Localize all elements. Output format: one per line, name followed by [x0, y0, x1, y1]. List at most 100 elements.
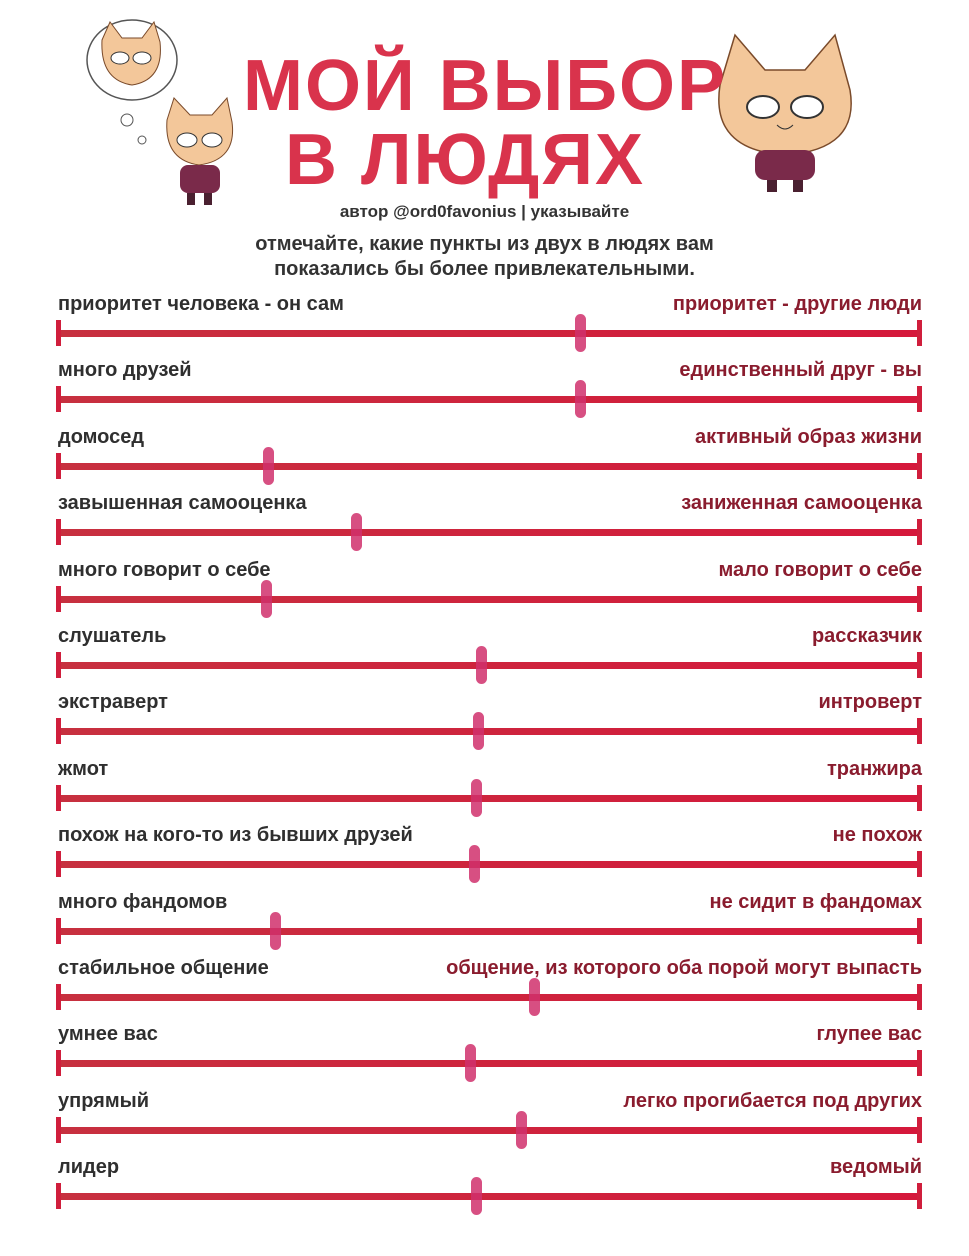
scale-right-end	[917, 652, 922, 678]
left-label: слушатель	[58, 625, 167, 647]
thinking-cat-girl-illustration	[86, 19, 234, 205]
scale-right-end	[917, 1116, 922, 1143]
scale-right-end	[917, 519, 922, 546]
scale-left-end	[56, 386, 61, 413]
left-label: лидер	[58, 1156, 120, 1179]
scale-marker[interactable]	[270, 911, 282, 950]
scale-line[interactable]	[58, 861, 920, 869]
scale-marker[interactable]	[528, 978, 540, 1016]
scale-right-end	[917, 386, 922, 413]
right-label: общение, из которого оба порой могут вып…	[446, 957, 922, 979]
right-label: не сидит в фандомах	[709, 890, 923, 913]
scale-left-end	[56, 917, 61, 944]
scale-marker[interactable]	[575, 380, 587, 419]
scale-row: жмот транжира	[56, 757, 922, 817]
scale-left-end	[56, 851, 61, 878]
scale-left-end	[56, 320, 61, 346]
scale-right-end	[917, 784, 922, 811]
scale-left-end	[56, 519, 61, 546]
scale-left-end	[56, 652, 61, 678]
instructions: отмечайте, какие пункты из двух в людях …	[0, 232, 969, 282]
left-label: экстраверт	[58, 691, 168, 714]
left-label: домосед	[58, 425, 145, 448]
scale-marker[interactable]	[263, 446, 275, 485]
right-label: не похож	[832, 824, 922, 847]
right-label: активный образ жизни	[695, 425, 922, 448]
right-label: глупее вас	[816, 1023, 922, 1046]
scale-left-end	[56, 784, 61, 811]
scale-line[interactable]	[58, 595, 920, 603]
scale-line[interactable]	[58, 994, 920, 1001]
scale-right-end	[917, 452, 922, 479]
right-label: рассказчик	[811, 625, 922, 647]
left-label: много фандомов	[58, 890, 228, 913]
left-label: завышенная самооценка	[58, 492, 307, 515]
scale-right-end	[917, 1050, 922, 1077]
scale-right-end	[917, 1183, 922, 1210]
scale-line[interactable]	[58, 927, 920, 935]
left-label: похож на кого-то из бывших друзей	[58, 824, 413, 847]
scale-line[interactable]	[58, 794, 920, 802]
scale-marker[interactable]	[515, 1110, 527, 1149]
scale-row: слушатель рассказчик	[56, 624, 922, 684]
scale-row: много говорит о себе мало говорит о себе	[56, 558, 922, 618]
right-label: единственный друг - вы	[679, 359, 922, 382]
scale-row: упрямый легко прогибается под других	[56, 1089, 922, 1149]
scale-line[interactable]	[58, 1193, 920, 1201]
scale-row: умнее вас глупее вас	[56, 1022, 922, 1083]
right-label: легко прогибается под других	[623, 1089, 922, 1112]
scale-left-end	[56, 984, 61, 1010]
right-label: мало говорит о себе	[718, 558, 923, 581]
scale-right-end	[917, 718, 922, 745]
scale-line[interactable]	[58, 462, 920, 470]
scale-right-end	[917, 320, 922, 346]
scale-marker[interactable]	[575, 314, 587, 352]
cat-girl-illustration	[718, 33, 852, 192]
instructions-line-1: отмечайте, какие пункты из двух в людях …	[255, 233, 714, 255]
right-label: заниженная самооценка	[681, 492, 922, 515]
scale-row: завышенная самооценка заниженная самооцен…	[56, 491, 922, 552]
left-label: много говорит о себе	[58, 558, 271, 581]
scale-marker[interactable]	[472, 712, 484, 751]
scale-marker[interactable]	[471, 1177, 483, 1216]
title-line-2: В ЛЮДЯХ	[284, 120, 646, 200]
left-label: стабильное общение	[58, 957, 269, 979]
scale-left-end	[56, 585, 61, 612]
author-credit: автор @ord0favonius | указывайте	[339, 202, 630, 221]
right-label: ведомый	[830, 1156, 922, 1179]
left-label: приоритет человека - он сам	[58, 293, 344, 315]
scale-left-end	[56, 718, 61, 745]
scale-marker[interactable]	[465, 1044, 477, 1083]
scale-line[interactable]	[58, 728, 920, 736]
scale-marker[interactable]	[469, 845, 481, 884]
scale-line[interactable]	[58, 396, 920, 404]
scale-line[interactable]	[58, 1060, 920, 1068]
scale-row: экстраверт интроверт	[56, 690, 922, 751]
scale-row: лидер ведомый	[56, 1155, 922, 1216]
scale-right-end	[917, 984, 922, 1010]
left-label: жмот	[58, 757, 109, 780]
scale-marker[interactable]	[471, 778, 483, 817]
scale-left-end	[56, 452, 61, 479]
left-label: упрямый	[58, 1089, 149, 1112]
right-label: транжира	[826, 757, 922, 780]
right-label: приоритет - другие люди	[672, 293, 922, 315]
scale-line[interactable]	[58, 330, 920, 337]
scale-marker[interactable]	[351, 513, 363, 552]
scale-right-end	[917, 917, 922, 944]
scale-line[interactable]	[58, 1126, 920, 1134]
scale-row: домосед активный образ жизни	[56, 425, 922, 485]
scale-row: много друзей единственный друг - вы	[56, 358, 922, 419]
scale-row: приоритет человека - он сам приоритет - д…	[56, 292, 922, 352]
scale-line[interactable]	[58, 529, 920, 537]
scale-left-end	[56, 1050, 61, 1077]
scale-marker[interactable]	[260, 579, 272, 618]
scale-row: стабильное общение общение, из которого о…	[56, 956, 922, 1016]
scale-row: похож на кого-то из бывших друзей не похо…	[56, 823, 922, 884]
scale-row: много фандомов не сидит в фандомах	[56, 890, 922, 950]
scale-left-end	[56, 1183, 61, 1210]
scale-line[interactable]	[58, 662, 920, 669]
instructions-line-2: показались бы более привлекательными.	[274, 258, 695, 280]
scale-marker[interactable]	[476, 646, 488, 684]
